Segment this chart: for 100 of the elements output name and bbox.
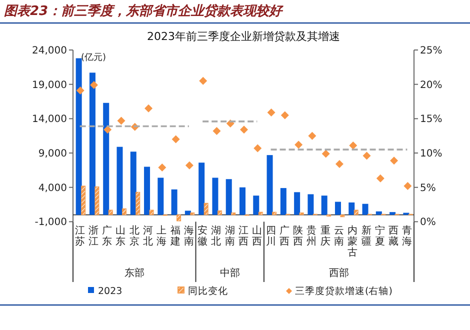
bar [362,204,368,215]
y-tick-label: 19,000 [32,80,67,91]
x-tick-label: 河北 [143,224,154,248]
point [335,160,344,168]
bar [122,208,126,216]
bar [103,102,110,215]
x-tick-label: 重庆 [320,224,330,248]
y2-tick-label: 20% [420,80,442,91]
x-tick-label: 山东 [116,224,126,248]
point [349,141,358,150]
point [117,116,126,125]
x-tick-label: 湖南 [224,224,235,248]
bar [176,214,182,222]
bar [308,194,314,215]
bar [376,211,382,215]
bar [354,210,358,216]
y-tick-label: 14,000 [32,114,67,126]
text: 中部 [220,267,240,279]
bar [253,196,260,215]
point [267,108,276,116]
bar [76,58,82,215]
x-tick-label: 陕西 [293,224,304,248]
point [390,156,398,165]
bar [280,188,286,215]
x-tick-label: 四川 [266,226,276,248]
bar [184,210,191,215]
y-tick-label: 24,000 [32,46,67,56]
x-tick-label: 海南 [184,224,194,248]
point [212,127,221,136]
point [404,182,412,190]
text: 西部 [328,267,349,279]
x-tick-label: 上海 [156,224,167,248]
bar [321,196,328,215]
x-tick-label: 广东 [102,224,112,248]
x-tick-label: 山西 [252,224,262,248]
point [185,161,194,170]
bar [294,192,300,215]
y2-tick-label: 25% [420,46,442,56]
legend-label: 同比变化 [188,285,228,297]
x-tick-label: 广西 [279,224,290,248]
bar [108,210,113,216]
y2-tick-label: 10% [420,148,442,160]
x-tick-label: 青海 [402,224,412,248]
y-tick-label: 4,000 [38,182,67,194]
x-tick-label: 北京 [129,224,140,248]
x-tick-label: 宁夏 [374,224,385,248]
y-axis-title: (亿元) [81,52,106,63]
legend-label: 三季度贷款增速(右轴) [295,285,392,297]
point [322,150,330,158]
point [104,126,112,134]
bar [340,214,345,218]
chart-title: 图表23：前三季度，东部省市企业贷款表现较好 [4,3,284,19]
y2-tick-label: 0% [420,217,436,228]
chart-subtitle: 2023年前三季度企业新增贷款及其增速 [147,30,340,43]
x-tick-label: 浙江 [88,224,98,248]
bar [198,162,205,215]
x-tick-label: 湖北 [211,224,222,248]
bar [81,186,86,216]
x-tick-label: 江西 [238,224,248,248]
bar [334,202,341,215]
x-tick-label: 安徽 [198,224,208,248]
bar [240,187,246,215]
bar [390,212,396,215]
point [362,152,371,160]
bar [299,212,304,216]
point [199,76,208,85]
y-tick-label: 9,000 [38,148,67,160]
bar [136,192,140,216]
bar [204,202,208,216]
point [90,81,98,90]
point [76,86,84,95]
point [376,174,384,182]
point [308,132,316,140]
bar [130,152,136,215]
bar [258,212,263,216]
y2-tick-label: 5% [420,182,436,194]
bar [149,210,154,216]
x-tick-label: 贵州 [306,224,317,248]
point [144,104,153,112]
y-tick-label: -1,000 [34,217,67,228]
bar [226,179,232,215]
bar [144,166,150,215]
bar [171,189,178,215]
text: 东部 [124,267,144,279]
point [158,163,166,172]
x-tick-label: 西藏 [388,226,399,248]
y2-tick-label: 15% [420,114,442,126]
bar [116,146,123,215]
bar [217,210,222,216]
bar [266,155,273,215]
x-tick-label: 内蒙古 [348,224,358,259]
x-tick-label: 江苏 [74,224,85,248]
point [294,140,303,149]
x-tick-label: 福建 [169,224,180,248]
bar [94,186,100,216]
bar [348,202,355,215]
bar [89,72,96,215]
point [240,126,248,134]
x-tick-label: 云南 [334,226,344,248]
bar [158,178,164,215]
